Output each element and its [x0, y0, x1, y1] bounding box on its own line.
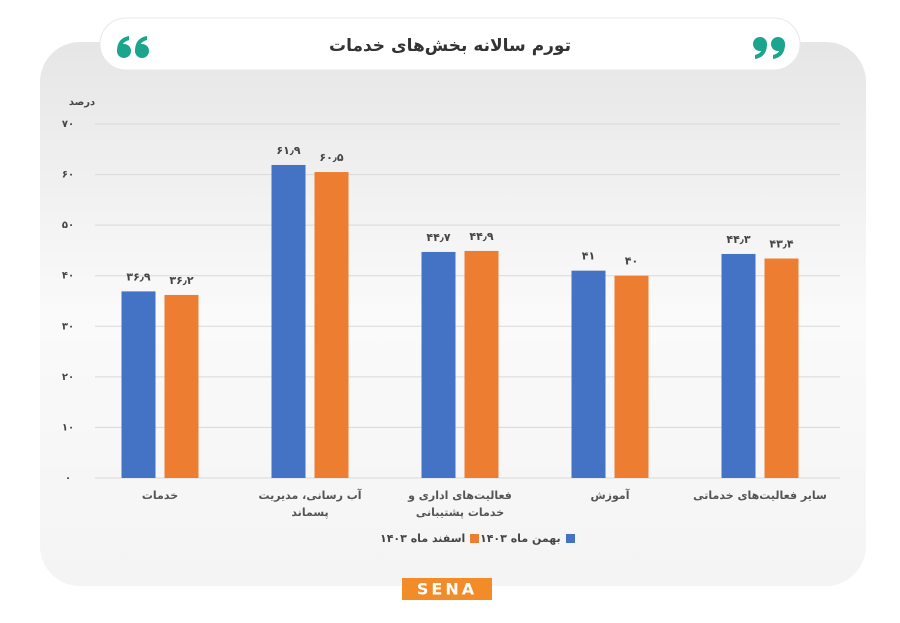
- legend-item: اسفند ماه ۱۴۰۳: [380, 532, 480, 545]
- bar: [721, 253, 756, 478]
- y-tick-label: ۵۰: [62, 220, 74, 231]
- bar: [421, 251, 456, 478]
- x-tick-label: خدمات: [141, 489, 179, 502]
- value-label: ۶۱٫۹: [276, 144, 301, 157]
- bar: [314, 172, 349, 479]
- y-tick-label: ۲۰: [62, 372, 74, 383]
- value-label: ۴۴٫۳: [726, 233, 751, 246]
- y-tick-label: ۶۰: [62, 170, 74, 181]
- y-tick-label: ۱۰: [62, 422, 74, 433]
- title-pill: [99, 17, 801, 71]
- quote-left: [117, 36, 149, 58]
- value-label: ۳۶٫۲: [169, 274, 194, 287]
- quote-right: [753, 37, 785, 59]
- legend-label: اسفند ماه ۱۴۰۳: [380, 532, 466, 545]
- y-tick-label: ۴۰: [62, 271, 74, 282]
- bar: [464, 250, 499, 478]
- legend-item: بهمن ماه ۱۴۰۳: [480, 532, 575, 545]
- value-label: ۴۰: [625, 255, 638, 268]
- x-tick-label: فعالیت‌های اداری و خدمات پشتیبانی: [408, 489, 512, 519]
- y-tick-label: ۷۰: [62, 119, 74, 130]
- brand: SENA: [417, 580, 477, 599]
- bar: [614, 275, 649, 478]
- logo-box: [402, 578, 492, 600]
- bar: [121, 291, 156, 478]
- bar: [164, 294, 199, 478]
- x-tick-label: سایر فعالیت‌های خدماتی: [693, 489, 827, 502]
- value-label: ۶۰٫۵: [319, 151, 344, 164]
- x-tick-label: آموزش: [590, 489, 630, 502]
- value-label: ۴۴٫۷: [426, 231, 451, 244]
- value-label: ۴۳٫۴: [769, 238, 794, 251]
- bar: [271, 164, 306, 478]
- legend-swatch: [470, 534, 480, 543]
- value-label: ۳۶٫۹: [126, 270, 151, 283]
- value-label: ۴۱: [582, 250, 595, 263]
- bar: [571, 270, 606, 478]
- y-tick-label: ۰: [65, 473, 71, 484]
- x-tick-label: آب رسانی، مدیریت پسماند: [258, 489, 362, 519]
- chart-title: تورم سالانه بخش‌های خدمات: [329, 36, 571, 56]
- y-tick-label: ۳۰: [62, 321, 74, 332]
- y-axis-title: درصد: [69, 97, 95, 108]
- legend-label: بهمن ماه ۱۴۰۳: [480, 532, 561, 545]
- legend-swatch: [565, 534, 575, 543]
- bar: [764, 258, 799, 478]
- value-label: ۴۴٫۹: [469, 230, 494, 243]
